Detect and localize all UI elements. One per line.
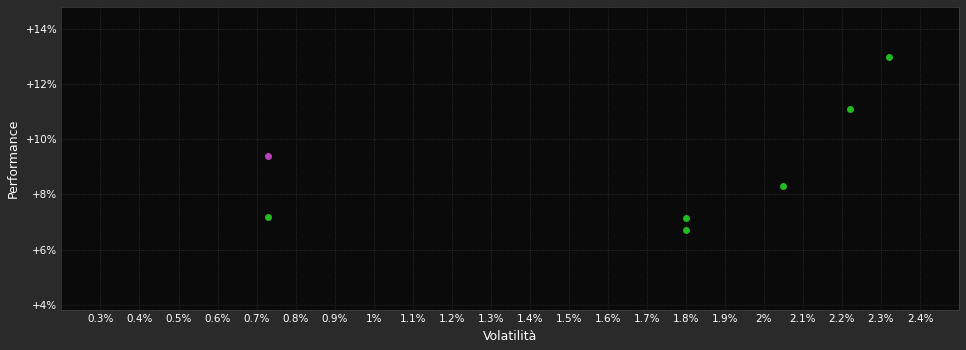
- Point: [261, 214, 276, 219]
- Point: [842, 106, 858, 112]
- Point: [678, 228, 694, 233]
- Point: [776, 183, 791, 189]
- Y-axis label: Performance: Performance: [7, 119, 20, 198]
- X-axis label: Volatilità: Volatilità: [483, 330, 537, 343]
- Point: [261, 153, 276, 159]
- Point: [881, 54, 896, 60]
- Point: [678, 215, 694, 221]
